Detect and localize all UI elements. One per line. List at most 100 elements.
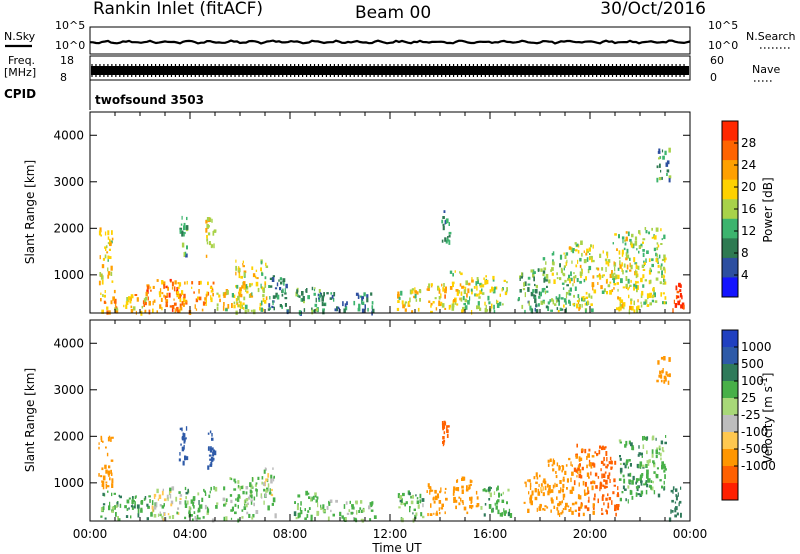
heatmap-cell: [637, 265, 640, 270]
colorbar-swatch: [722, 381, 738, 399]
heatmap-cell: [661, 238, 663, 241]
heatmap-cell: [575, 243, 579, 247]
heatmap-cell: [281, 305, 283, 309]
heatmap-cell: [646, 460, 650, 464]
heatmap-cell: [467, 300, 470, 305]
heatmap-cell: [570, 247, 573, 253]
heatmap-cell: [556, 462, 559, 467]
heatmap-cell: [586, 248, 589, 253]
heatmap-cell: [570, 477, 572, 483]
heatmap-cell: [569, 278, 571, 284]
heatmap-cell: [401, 498, 403, 504]
heatmap-cell: [683, 304, 685, 310]
heatmap-cell: [531, 490, 534, 496]
heatmap-cell: [461, 476, 465, 481]
heatmap-cell: [504, 511, 506, 516]
heatmap-cell: [586, 455, 588, 460]
heatmap-cell: [187, 500, 189, 505]
heatmap-cell: [284, 292, 287, 295]
heatmap-cell: [182, 297, 186, 302]
heatmap-cell: [183, 302, 185, 307]
heatmap-cell: [468, 484, 471, 490]
heatmap-cell: [107, 271, 111, 276]
heatmap-cell: [658, 148, 661, 153]
heatmap-cell: [660, 292, 662, 297]
heatmap-cell: [196, 514, 199, 520]
heatmap-cell: [619, 467, 623, 473]
heatmap-cell: [372, 308, 375, 313]
heatmap-cell: [117, 516, 119, 521]
heatmap-cell: [652, 288, 655, 292]
heatmap-cell: [590, 471, 592, 476]
heatmap-cell: [416, 497, 419, 500]
heatmap-cell: [658, 451, 660, 455]
heatmap-cell: [644, 227, 647, 231]
heatmap-cell: [243, 285, 245, 290]
heatmap-cell: [547, 306, 550, 311]
heatmap-cell: [599, 273, 601, 276]
heatmap-cell: [111, 478, 114, 484]
heatmap-cell: [587, 269, 590, 274]
freq-tick-top: 18: [60, 54, 74, 67]
heatmap-cell: [204, 492, 207, 496]
heatmap-cell: [479, 282, 481, 287]
heatmap-cell: [540, 483, 543, 487]
heatmap-cell: [209, 447, 213, 453]
heatmap-cell: [604, 258, 608, 262]
heatmap-cell: [131, 506, 134, 510]
heatmap-cell: [275, 292, 278, 298]
heatmap-cell: [630, 279, 632, 283]
heatmap-cell: [475, 490, 478, 495]
heatmap-cell: [171, 281, 174, 287]
heatmap-cell: [101, 480, 103, 483]
nsearch-label: N.Search: [746, 30, 796, 43]
heatmap-cell: [183, 222, 186, 228]
heatmap-cell: [175, 496, 178, 502]
heatmap-cell: [314, 492, 317, 496]
heatmap-cell: [680, 486, 682, 490]
heatmap-cell: [559, 480, 562, 484]
heatmap-cell: [195, 308, 198, 311]
heatmap-cell: [631, 233, 634, 238]
heatmap-cell: [617, 486, 619, 491]
heatmap-cell: [561, 465, 564, 467]
heatmap-cell: [571, 502, 575, 506]
heatmap-cell: [611, 460, 613, 464]
heatmap-cell: [130, 297, 132, 302]
heatmap-cell: [491, 287, 494, 292]
heatmap-cell: [107, 436, 110, 442]
heatmap-cell: [574, 249, 578, 252]
heatmap-cell: [563, 265, 566, 268]
heatmap-cell: [635, 481, 637, 485]
heatmap-cell: [537, 488, 540, 494]
heatmap-cell: [631, 245, 633, 248]
heatmap-cell: [276, 282, 279, 287]
heatmap-cell: [625, 283, 628, 288]
heatmap-cell: [102, 440, 104, 443]
heatmap-cell: [561, 488, 564, 493]
heatmap-cell: [663, 375, 667, 380]
heatmap-cell: [463, 506, 467, 511]
heatmap-cell: [119, 503, 122, 508]
heatmap-cell: [560, 267, 563, 271]
heatmap-cell: [438, 300, 441, 305]
heatmap-cell: [463, 289, 467, 295]
heatmap-cell: [629, 479, 632, 483]
heatmap-cell: [558, 465, 560, 470]
heatmap-cell: [562, 465, 565, 471]
heatmap-cell: [179, 427, 183, 431]
heatmap-cell: [635, 274, 638, 279]
heatmap-cell: [628, 440, 631, 445]
heatmap-cell: [663, 470, 666, 473]
heatmap-cell: [660, 440, 664, 445]
heatmap-cell: [169, 493, 172, 499]
heatmap-cell: [429, 486, 432, 490]
heatmap-cell: [268, 285, 270, 288]
heatmap-cell: [638, 452, 641, 455]
heatmap-cell: [557, 310, 560, 313]
heatmap-cell: [496, 500, 499, 505]
heatmap-cell: [194, 516, 196, 520]
heatmap-cell: [398, 506, 401, 509]
heatmap-cell: [658, 445, 661, 449]
heatmap-cell: [152, 308, 154, 314]
